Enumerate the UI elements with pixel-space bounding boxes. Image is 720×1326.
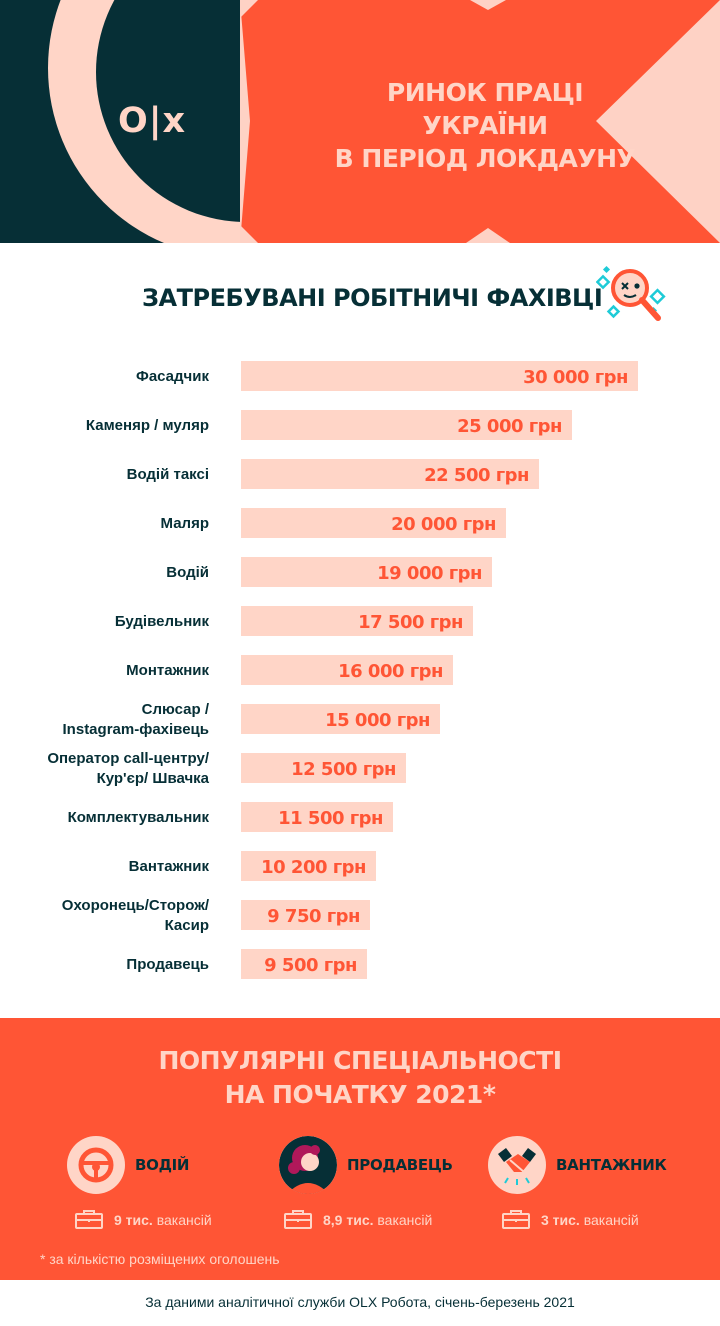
footnote: * за кількістю розміщених оголошень xyxy=(40,1251,280,1267)
chart-category-label: Оператор call-центру/ xyxy=(47,750,210,767)
popular-title: ПОПУЛЯРНІ СПЕЦІАЛЬНОСТІ НА ПОЧАТКУ 2021* xyxy=(0,1044,720,1112)
chart-category-label: Кур'єр/ Швачка xyxy=(97,770,210,787)
hero-logo-panel: O|x xyxy=(0,0,240,243)
hero-title: РИНОК ПРАЦІ УКРАЇНИ В ПЕРІОД ЛОКДАУНУ xyxy=(320,76,650,175)
hero-title-panel xyxy=(240,0,720,243)
hero-title-line: В ПЕРІОД ЛОКДАУНУ xyxy=(334,144,636,173)
chart-title: ЗАТРЕБУВАНІ РОБІТНИЧІ ФАХІВЦІ xyxy=(142,284,603,312)
chart-bar xyxy=(241,851,376,881)
chart-category-label: Будівельник xyxy=(115,613,210,630)
hero-banner: O|x РИНОК ПРАЦІ УКРАЇНИ В ПЕРІОД ЛОКДАУН… xyxy=(0,0,720,243)
chart-category-label: Касир xyxy=(165,917,209,934)
salary-bar-chart: 30 000 грн Фасадчик 25 000 грн Каменяр / му… xyxy=(47,361,638,979)
chart-bar xyxy=(241,361,638,391)
chart-bar xyxy=(241,900,370,930)
briefcase-icon xyxy=(502,1210,530,1229)
popular-title-line: ПОПУЛЯРНІ СПЕЦІАЛЬНОСТІ xyxy=(158,1046,562,1075)
briefcase-icon xyxy=(284,1210,312,1229)
source-note: За даними аналітичної служби OLX Робота,… xyxy=(145,1294,575,1310)
chart-bar xyxy=(241,557,492,587)
chart-category-label: Комплектувальник xyxy=(68,809,210,826)
chart-value-label: 9 750 грн xyxy=(267,906,360,927)
popular-item-name: ПРОДАВЕЦЬ xyxy=(347,1156,453,1174)
chart-value-label: 12 500 грн xyxy=(291,759,396,780)
briefcase-icon xyxy=(75,1210,103,1229)
chart-category-label: Каменяр / муляр xyxy=(86,417,209,434)
saleswoman-avatar-icon xyxy=(279,1136,337,1194)
chart-category-label: Водій таксі xyxy=(127,466,209,483)
vacancy-count: 9 тис. вакансій xyxy=(114,1212,212,1228)
chart-bar xyxy=(241,802,393,832)
steering-wheel-icon xyxy=(67,1136,125,1194)
chart-value-label: 30 000 грн xyxy=(523,367,628,388)
chart-category-label: Маляр xyxy=(161,515,209,532)
chart-bar xyxy=(241,655,453,685)
chart-value-label: 11 500 грн xyxy=(278,808,383,829)
vacancy-count: 3 тис. вакансій xyxy=(541,1212,639,1228)
chart-category-label: Водій xyxy=(166,564,209,581)
popular-item-name: ВАНТАЖНИК xyxy=(556,1156,667,1174)
chart-category-label: Монтажник xyxy=(126,662,209,679)
chart-value-label: 15 000 грн xyxy=(325,710,430,731)
chart-category-label: Продавець xyxy=(126,956,209,973)
chart-bar xyxy=(241,410,572,440)
chart-value-label: 10 200 грн xyxy=(261,857,366,878)
chart-value-label: 22 500 грн xyxy=(424,465,529,486)
popular-specialties-section: ПОПУЛЯРНІ СПЕЦІАЛЬНОСТІ НА ПОЧАТКУ 2021*… xyxy=(0,1018,720,1280)
hero-title-line: РИНОК ПРАЦІ xyxy=(386,78,584,107)
search-face-icon xyxy=(596,265,666,321)
chart-value-label: 25 000 грн xyxy=(457,416,562,437)
handshake-icon xyxy=(488,1136,546,1194)
vacancy-count: 8,9 тис. вакансій xyxy=(323,1212,433,1228)
chart-bar xyxy=(241,704,440,734)
hero-title-line: УКРАЇНИ xyxy=(422,111,548,140)
chart-category-label: Instagram-фахівець xyxy=(63,721,209,738)
chart-value-label: 17 500 грн xyxy=(358,612,463,633)
hero-diamond-shape xyxy=(240,0,720,243)
popular-item-name: ВОДІЙ xyxy=(135,1156,190,1174)
popular-title-line: НА ПОЧАТКУ 2021* xyxy=(224,1080,496,1109)
chart-bar xyxy=(241,606,473,636)
chart-value-label: 20 000 грн xyxy=(391,514,496,535)
chart-value-label: 16 000 грн xyxy=(338,661,443,682)
chart-bar xyxy=(241,949,367,979)
chart-bar xyxy=(241,459,539,489)
chart-value-label: 9 500 грн xyxy=(264,955,357,976)
chart-value-label: 19 000 грн xyxy=(377,563,482,584)
chart-category-label: Слюсар / xyxy=(142,701,210,718)
chart-category-label: Охоронець/Сторож/ xyxy=(62,897,210,914)
chart-bar xyxy=(241,753,406,783)
chart-category-label: Фасадчик xyxy=(136,368,209,385)
olx-logo: O|x xyxy=(118,101,187,141)
chart-bar xyxy=(241,508,506,538)
chart-category-label: Вантажник xyxy=(129,858,210,875)
